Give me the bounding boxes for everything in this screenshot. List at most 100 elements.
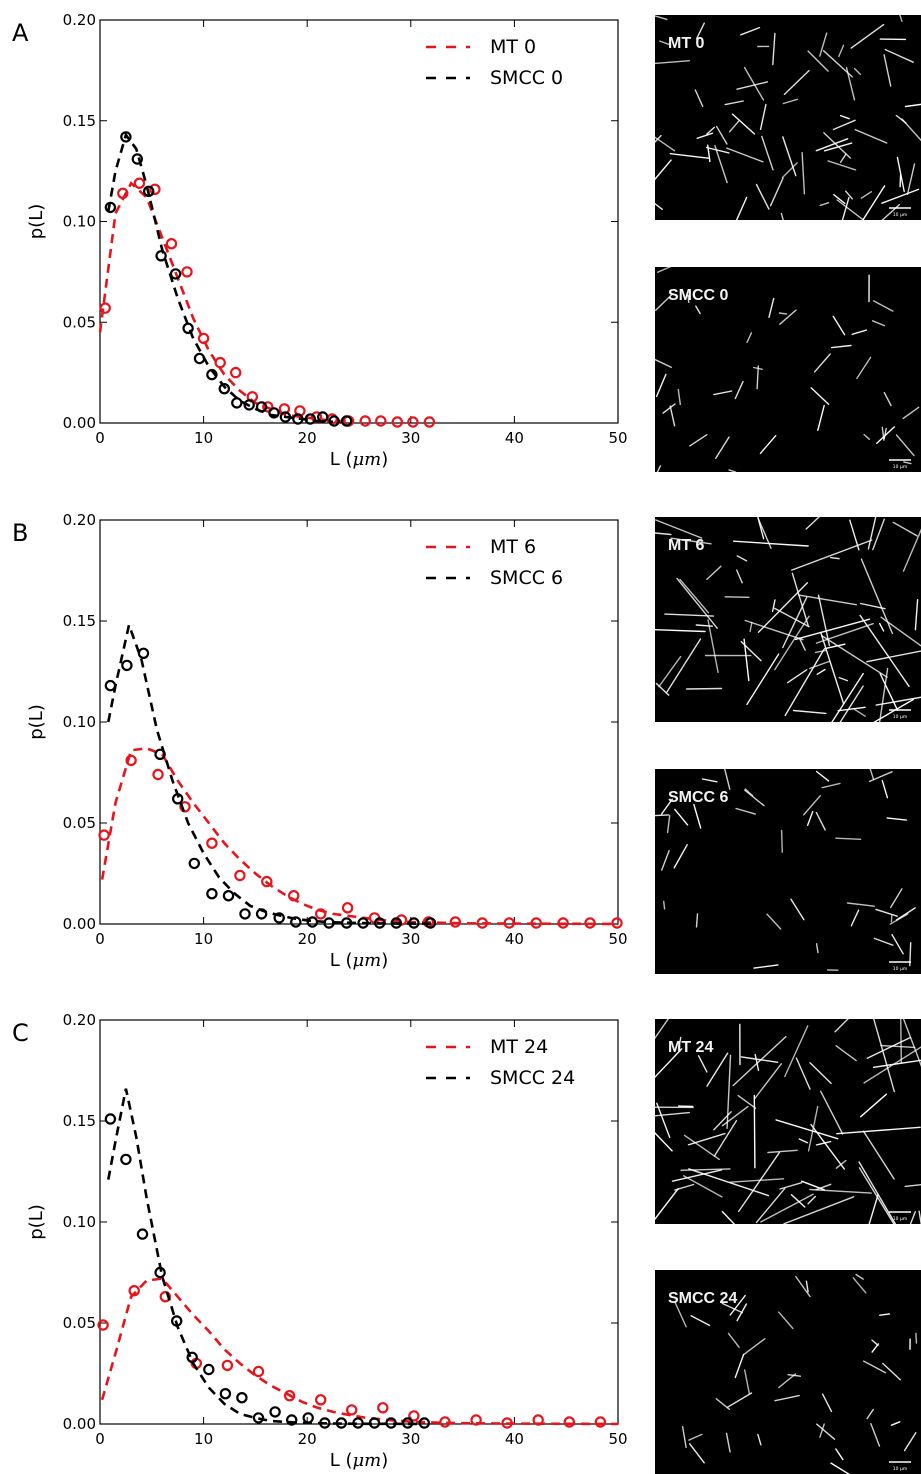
fiber [757, 517, 765, 540]
chart-panel-b: 0 10 20 30 40 50 0.00 0.05 0.10 0.15 0.20 L (μm) p(L… [12, 511, 628, 971]
scale-bar-label: 10 μm [893, 714, 907, 720]
fiber [671, 1169, 723, 1182]
fiber [845, 190, 853, 200]
fiber [890, 888, 903, 909]
fiber [850, 23, 885, 49]
data-point [407, 416, 419, 428]
fiber [721, 1210, 736, 1224]
fiber [760, 1193, 814, 1223]
data-point [117, 187, 129, 199]
fiber [740, 640, 762, 662]
fiber [655, 1111, 690, 1117]
fiber [655, 1132, 673, 1152]
data-point [323, 917, 335, 929]
fiber [835, 1045, 857, 1062]
fiber [688, 1168, 770, 1197]
data-point [99, 302, 111, 314]
data-point [229, 366, 242, 379]
fiber [726, 1054, 732, 1130]
fiber [867, 517, 877, 550]
data-point [255, 401, 268, 413]
y-tick-label: 0.05 [63, 1314, 96, 1332]
chart-panel-c: 0 10 20 30 40 50 0.00 0.05 0.10 0.15 0.20 L (μm) p(L… [12, 1011, 628, 1471]
fiber [769, 177, 784, 207]
data-point [169, 268, 182, 280]
fiber [655, 202, 663, 211]
data-point [137, 647, 150, 660]
legend-label: SMCC 24 [490, 1067, 575, 1089]
fiber [820, 1090, 844, 1135]
fit-line [107, 132, 334, 424]
fiber [798, 637, 806, 651]
panel-label: A [12, 19, 29, 47]
fiber [655, 682, 670, 696]
fiber [815, 623, 874, 644]
fiber [875, 908, 898, 917]
fiber [655, 1019, 670, 1040]
fiber [746, 653, 780, 706]
fiber [896, 156, 905, 193]
fiber [669, 405, 676, 427]
data-point [352, 1417, 364, 1429]
fiber [658, 655, 682, 688]
data-point [319, 1417, 331, 1429]
data-point [214, 356, 226, 369]
fiber [766, 913, 782, 930]
fiber [673, 844, 688, 869]
fiber [862, 185, 886, 220]
fiber [838, 44, 845, 58]
data-point [302, 1412, 314, 1424]
micrograph-mt-0: MT 0 10 μm [655, 15, 921, 220]
fiber [900, 1019, 902, 1064]
fiber [670, 537, 712, 545]
fiber [753, 964, 779, 969]
data-point [423, 416, 436, 428]
fiber [899, 15, 903, 22]
fiber [854, 128, 888, 144]
data-point [340, 415, 353, 427]
fiber [886, 817, 907, 821]
fiber [810, 1123, 845, 1170]
fiber [656, 465, 662, 472]
y-tick-label: 0.00 [63, 915, 96, 933]
fiber [714, 144, 728, 184]
fiber [872, 300, 894, 312]
y-axis-label: p(L) [26, 204, 47, 240]
x-tick-label: 10 [194, 930, 213, 948]
fiber [820, 631, 845, 705]
fiber [724, 100, 744, 106]
data-point [273, 912, 285, 924]
fiber [669, 152, 710, 160]
data-point [133, 177, 146, 189]
fiber [774, 615, 810, 671]
fiber [880, 1044, 916, 1049]
fiber [872, 1059, 921, 1069]
data-point [206, 837, 218, 849]
fiber [816, 668, 826, 675]
x-axis-label: L (μm) [330, 449, 389, 470]
fiber [666, 814, 671, 834]
fiber [757, 517, 772, 549]
fiber [779, 1181, 803, 1190]
fiber [721, 1105, 749, 1127]
fiber [881, 188, 920, 204]
fiber [713, 390, 733, 396]
x-tick-label: 50 [608, 930, 627, 948]
fiber [738, 1151, 780, 1213]
fiber [743, 1338, 766, 1356]
scale-bar-label: 10 μm [893, 464, 907, 470]
fiber [879, 1313, 891, 1316]
y-tick-label: 0.00 [63, 414, 96, 432]
fiber [790, 1193, 806, 1208]
data-point [165, 237, 178, 250]
fiber [858, 1167, 895, 1224]
x-tick-label: 50 [608, 1430, 627, 1448]
fiber [661, 850, 670, 871]
legend-label: MT 24 [490, 1036, 548, 1058]
micrograph-label: MT 6 [668, 537, 705, 554]
data-point [385, 1417, 397, 1429]
fiber [676, 577, 718, 629]
fiber [872, 518, 885, 551]
micrograph-label: SMCC 24 [668, 1290, 737, 1307]
fiber [810, 387, 830, 405]
